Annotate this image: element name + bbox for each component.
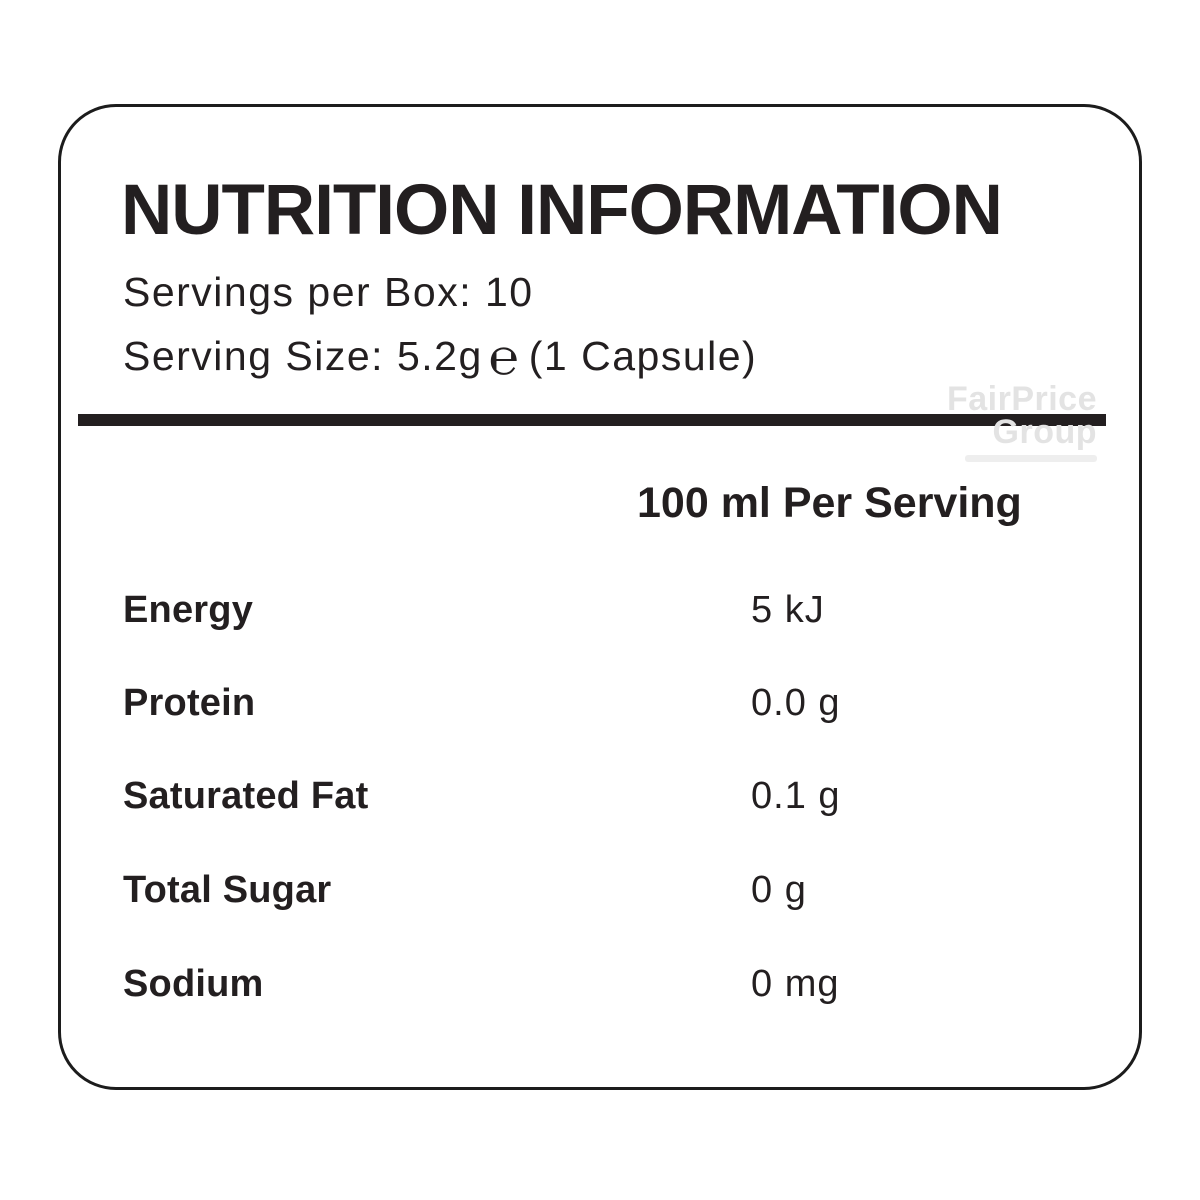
- row-value: 0.0 g: [751, 682, 841, 724]
- row-label: Energy: [123, 589, 254, 631]
- table-row-energy: Energy 5 kJ: [123, 586, 1099, 634]
- divider-bar: [78, 414, 1106, 426]
- watermark-line1: FairPrice: [946, 380, 1097, 418]
- serving-size-line: Serving Size: 5.2g ℮ (1 Capsule): [123, 332, 758, 382]
- row-value: 0 mg: [751, 963, 840, 1005]
- watermark-line2: Group: [992, 413, 1097, 451]
- fairprice-group-watermark: FairPrice Group: [946, 380, 1097, 462]
- nutrition-label: NUTRITION INFORMATION Servings per Box: …: [58, 104, 1142, 1090]
- watermark-tagline: [965, 455, 1097, 462]
- serving-size-text: Serving Size: 5.2g: [123, 333, 483, 379]
- estimated-sign: ℮: [488, 329, 519, 385]
- row-value: 0.1 g: [751, 775, 841, 817]
- row-label: Sodium: [123, 963, 264, 1005]
- page-title: NUTRITION INFORMATION: [121, 171, 1003, 250]
- column-header-per-serving: 100 ml Per Serving: [637, 479, 1022, 527]
- row-label: Saturated Fat: [123, 775, 369, 817]
- table-row-protein: Protein 0.0 g: [123, 679, 1099, 727]
- table-row-saturated-fat: Saturated Fat 0.1 g: [123, 772, 1099, 820]
- table-row-sodium: Sodium 0 mg: [123, 960, 1099, 1008]
- row-value: 0 g: [751, 869, 807, 911]
- serving-size-capsule-text: (1 Capsule): [528, 333, 758, 379]
- row-label: Protein: [123, 682, 256, 724]
- servings-per-box-line: Servings per Box: 10: [123, 269, 534, 315]
- row-value: 5 kJ: [751, 589, 825, 631]
- row-label: Total Sugar: [123, 869, 332, 911]
- table-row-total-sugar: Total Sugar 0 g: [123, 866, 1099, 914]
